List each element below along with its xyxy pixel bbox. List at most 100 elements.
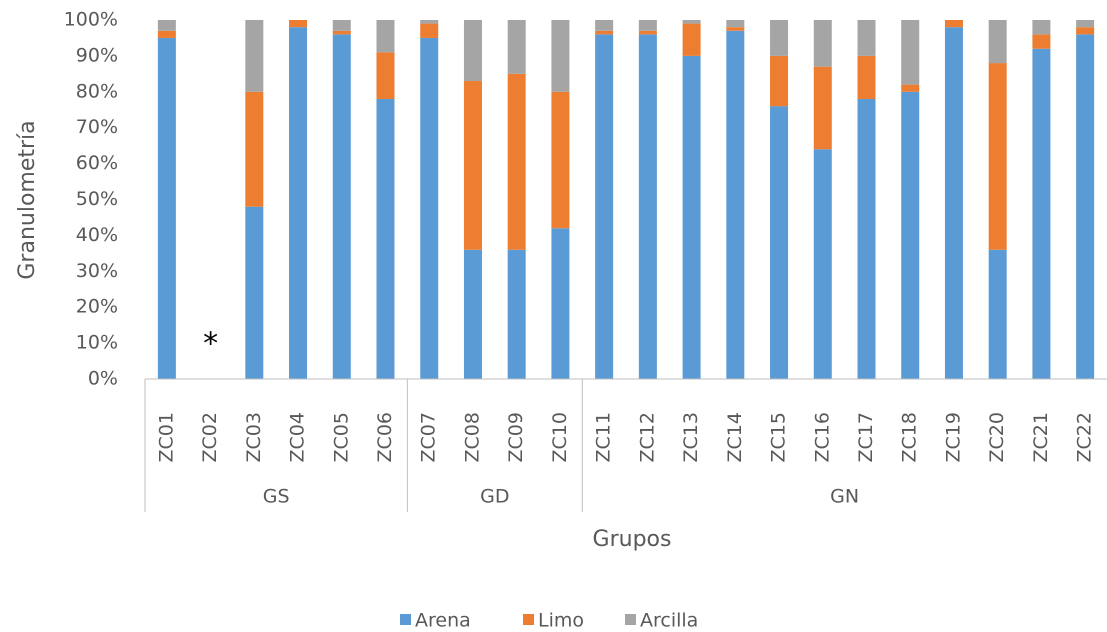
x-axis-title: Grupos (593, 527, 672, 552)
bar-segment (813, 66, 832, 150)
x-tick-label: ZC18 (899, 412, 921, 462)
x-tick-label: ZC22 (1074, 412, 1096, 462)
bar-segment (245, 20, 264, 92)
bar-segment (551, 91, 570, 229)
bar-segment (726, 30, 745, 380)
x-tick-label: ZC14 (724, 412, 746, 462)
bar-segment (1032, 20, 1051, 35)
bar-segment (813, 20, 832, 67)
bar-segment (770, 55, 789, 107)
bar-segment (857, 55, 876, 99)
legend-label: Limo (538, 610, 584, 632)
bar-segment (551, 20, 570, 92)
y-tick-label: 40% (76, 224, 118, 246)
x-tick-label: ZC12 (636, 412, 658, 462)
bar-segment (420, 23, 439, 38)
bar-segment (463, 81, 482, 250)
legend-swatch (523, 614, 534, 625)
x-tick-label: ZC01 (155, 412, 177, 462)
bar-segment (507, 73, 526, 250)
y-tick-label: 0% (88, 368, 118, 390)
bar-segment (332, 30, 351, 35)
x-tick-label: ZC08 (461, 412, 483, 462)
bar-segment (682, 55, 701, 380)
x-tick-label: ZC17 (855, 412, 877, 462)
bar-segment (157, 20, 176, 31)
bar-segment (376, 98, 395, 379)
bar-segment (507, 249, 526, 379)
legend-label: Arcilla (640, 610, 698, 632)
bar-segment (1032, 34, 1051, 49)
y-tick-label: 30% (76, 260, 118, 282)
bar-segment (420, 37, 439, 379)
x-tick-label: ZC07 (418, 412, 440, 462)
bar-segment (157, 37, 176, 379)
bar-segment (638, 20, 657, 31)
x-tick-label: ZC20 (986, 412, 1008, 462)
x-tick-label: ZC06 (374, 412, 396, 462)
bar-segment (463, 20, 482, 82)
y-tick-label: 70% (76, 116, 118, 138)
y-tick-label: 80% (76, 80, 118, 102)
x-tick-label: ZC21 (1030, 412, 1052, 462)
bar-segment (770, 106, 789, 379)
bar-segment (988, 63, 1007, 250)
bar-segment (988, 20, 1007, 64)
bar-segment (551, 228, 570, 379)
bar-segment (376, 52, 395, 99)
bar-segment (901, 84, 920, 92)
bar-segment (944, 20, 963, 28)
bar-segment (638, 34, 657, 380)
group-label: GN (830, 486, 859, 508)
bar-segment (245, 206, 264, 379)
y-tick-label: 90% (76, 44, 118, 66)
y-tick-label: 50% (76, 188, 118, 210)
bar-segment (420, 20, 439, 24)
annotation: * (203, 327, 218, 362)
bar-segment (944, 27, 963, 380)
bar-segment (289, 27, 308, 380)
bar-segment (1076, 34, 1095, 380)
legend-label: Arena (415, 610, 471, 632)
y-tick-label: 10% (76, 332, 118, 354)
bar-segment (770, 20, 789, 56)
group-label: GD (480, 486, 509, 508)
y-axis-title: Granulometría (15, 120, 40, 279)
x-tick-label: ZC13 (680, 412, 702, 462)
bar-segment (726, 20, 745, 28)
bar-segment (332, 34, 351, 380)
x-tick-label: ZC10 (549, 412, 571, 462)
bar-segment (988, 249, 1007, 379)
x-tick-label: ZC02 (199, 412, 221, 462)
x-tick-label: ZC16 (811, 412, 833, 462)
bar-segment (1076, 20, 1095, 28)
group-label: GS (263, 486, 290, 508)
bar-segment (682, 23, 701, 56)
legend-swatch (625, 614, 636, 625)
bar-segment (901, 20, 920, 85)
bar-segment (332, 20, 351, 31)
bar-segment (1076, 27, 1095, 35)
bar-segment (857, 20, 876, 56)
bar-segment (682, 20, 701, 24)
y-tick-label: 100% (64, 9, 118, 31)
legend-swatch (400, 614, 411, 625)
bar-segment (376, 20, 395, 53)
bar-segment (507, 20, 526, 74)
x-tick-label: ZC04 (287, 412, 309, 462)
bar-segment (901, 91, 920, 380)
y-tick-label: 20% (76, 296, 118, 318)
bar-segment (638, 30, 657, 35)
y-tick-label: 60% (76, 152, 118, 174)
bar-segment (813, 149, 832, 379)
x-tick-label: ZC11 (593, 412, 615, 462)
bar-segment (157, 30, 176, 38)
bar-segment (289, 20, 308, 28)
x-tick-label: ZC09 (505, 412, 527, 462)
x-tick-label: ZC19 (942, 412, 964, 462)
bar-segment (857, 98, 876, 379)
bar-segment (595, 34, 614, 380)
x-tick-label: ZC03 (243, 412, 265, 462)
x-tick-label: ZC15 (768, 412, 790, 462)
